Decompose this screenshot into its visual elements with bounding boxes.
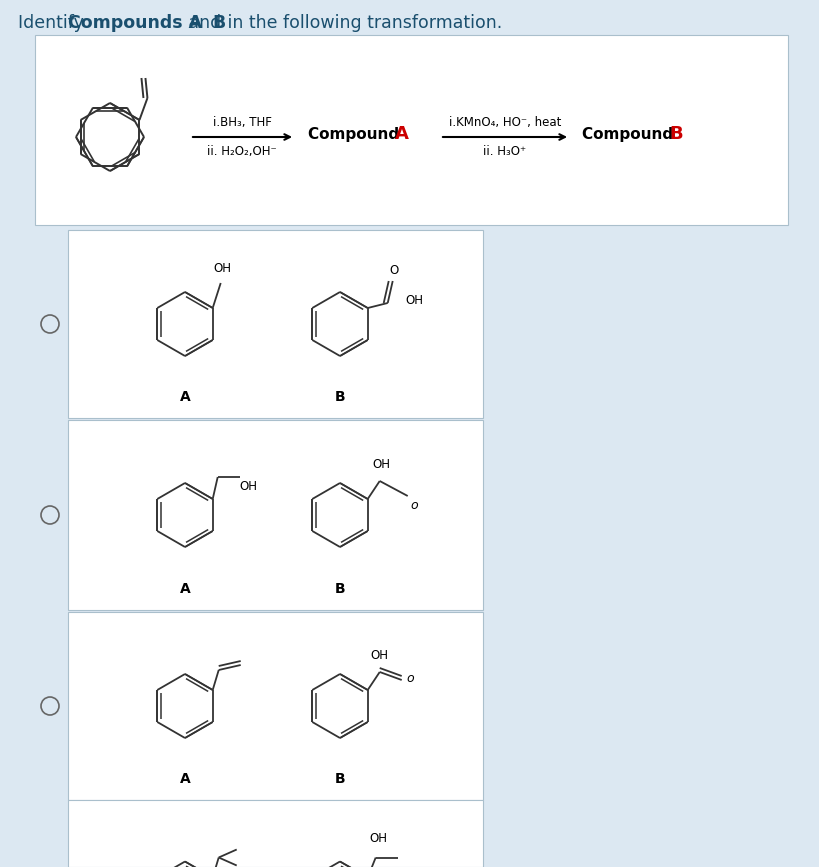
Text: A: A: [179, 390, 190, 404]
Text: ii. H₃O⁺: ii. H₃O⁺: [483, 145, 527, 158]
Text: B: B: [669, 125, 682, 143]
Text: B: B: [335, 582, 346, 596]
Text: B: B: [335, 390, 346, 404]
Text: and: and: [183, 14, 227, 32]
Bar: [68, 230, 483, 418]
Bar: [68, 612, 483, 800]
Text: B: B: [212, 14, 225, 32]
Text: o: o: [407, 672, 414, 685]
Bar: [68, 800, 483, 867]
Text: OH: OH: [369, 832, 387, 845]
Bar: [68, 420, 483, 610]
Text: A: A: [179, 772, 190, 786]
Text: o: o: [410, 499, 419, 512]
Text: OH: OH: [214, 262, 232, 275]
Text: OH: OH: [240, 480, 258, 493]
Text: in the following transformation.: in the following transformation.: [222, 14, 502, 32]
Text: OH: OH: [405, 294, 423, 307]
Text: Compounds A: Compounds A: [68, 14, 202, 32]
Text: Identify: Identify: [18, 14, 89, 32]
Text: Compound: Compound: [308, 127, 405, 141]
Text: OH: OH: [373, 458, 391, 471]
Text: O: O: [389, 264, 398, 277]
Text: OH: OH: [371, 649, 389, 662]
Text: ii. H₂O₂,OH⁻: ii. H₂O₂,OH⁻: [207, 145, 277, 158]
Text: i.BH₃, THF: i.BH₃, THF: [213, 116, 271, 129]
Text: A: A: [179, 582, 190, 596]
Text: Compound: Compound: [582, 127, 678, 141]
Text: A: A: [395, 125, 409, 143]
Bar: [35, 35, 788, 225]
Text: B: B: [335, 772, 346, 786]
Text: i.KMnO₄, HO⁻, heat: i.KMnO₄, HO⁻, heat: [449, 116, 561, 129]
